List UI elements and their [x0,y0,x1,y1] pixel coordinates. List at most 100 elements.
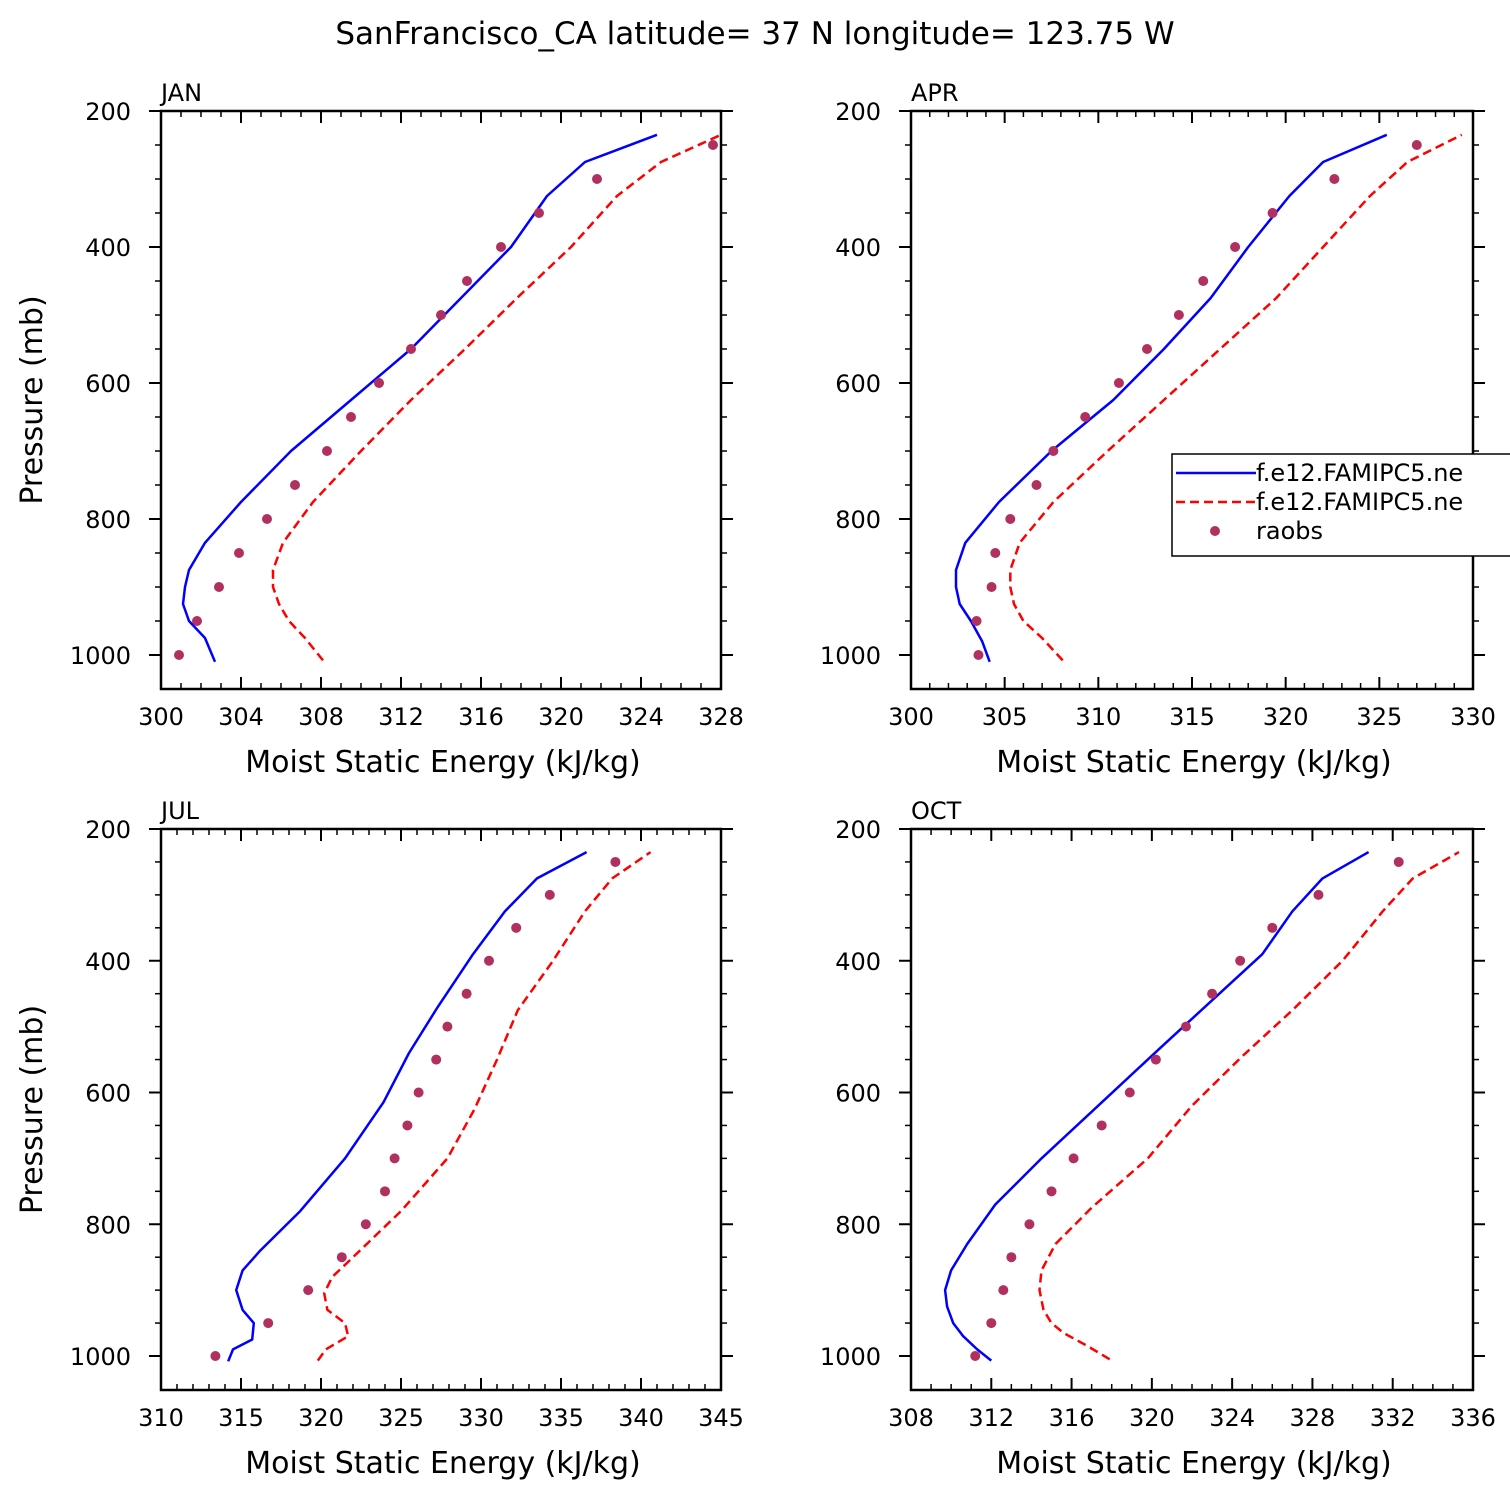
x-axis-title: Moist Static Energy (kJ/kg) [996,1446,1392,1481]
raobs-point [496,242,506,252]
y-tick-label: 200 [835,98,881,126]
raobs-point [389,1153,400,1164]
plot-frame [909,109,1475,691]
series-line-dashed [316,851,652,1362]
y-axis-title: Pressure (mb) [15,295,50,504]
y-tick-label: 1000 [70,642,131,670]
raobs-point [1411,140,1422,150]
y-tick-label: 1000 [70,1343,131,1371]
y-tick-label: 600 [85,1080,131,1108]
y-tick-label: 600 [85,370,131,398]
raobs-point [346,412,356,422]
raobs-point [431,1054,442,1065]
x-tick-label: 324 [1209,1404,1255,1432]
raobs-point [1068,1153,1079,1164]
panel-label: JUL [159,797,200,825]
panel-apr: APR 300 305 310 315 320 325 330 200 400 600 800 1000… [820,79,1510,780]
raobs-point [1031,480,1042,490]
raobs-point [290,480,300,490]
plot-frame [159,827,723,1392]
x-tick-label: 315 [218,1404,264,1432]
series-line-solid [227,850,588,1362]
data-layer [174,133,721,663]
x-tick-label: 316 [1049,1404,1095,1432]
raobs-point [544,889,555,900]
raobs-point [1267,922,1278,933]
raobs-point [1046,1186,1057,1197]
raobs-point [1207,988,1218,999]
raobs-point [971,616,982,626]
raobs-point [1235,955,1246,966]
data-layer [210,850,652,1362]
y-tick-label: 400 [835,234,881,262]
raobs-point [336,1252,347,1263]
raobs-point [1113,378,1124,388]
x-tick-label: 310 [1075,703,1121,731]
series-line-solid [954,133,1388,663]
raobs-point [1005,514,1016,524]
raobs-point [436,310,446,320]
legend-label: raobs [1256,517,1323,545]
y-tick-label: 600 [835,370,881,398]
x-tick-label: 336 [1450,1404,1496,1432]
raobs-point [380,1186,390,1197]
y-tick-label: 600 [835,1080,881,1108]
x-tick-label: 332 [1370,1404,1416,1432]
x-tick-label: 335 [538,1404,584,1432]
x-tick-label: 320 [1263,703,1309,731]
y-tick-label: 200 [835,816,881,844]
y-tick-label: 800 [835,506,881,534]
raobs-point [462,276,472,286]
series-line-solid [943,851,1370,1362]
panel-jul: JUL 310 315 320 325 330 335 340 345 200 400 600 800 1… [15,797,744,1481]
legend-box [1171,453,1510,557]
y-tick-label: 800 [85,1211,131,1239]
y-tick-label: 400 [835,948,881,976]
series-line-dashed [1009,133,1463,662]
legend-label: f.e12.FAMIPC5.ne [1256,488,1463,516]
raobs-point [1313,889,1324,900]
x-axis-title: Moist Static Energy (kJ/kg) [245,1446,641,1481]
raobs-point [174,650,184,660]
x-tick-label: 324 [618,703,664,731]
raobs-point [413,1087,424,1098]
raobs-point [1096,1120,1107,1131]
raobs-point [998,1285,1009,1296]
y-axis-title: Pressure (mb) [15,1005,50,1214]
x-tick-label: 300 [138,703,184,731]
x-tick-label: 328 [698,703,744,731]
raobs-point [1329,174,1340,184]
x-tick-label: 308 [888,1404,934,1432]
raobs-point [484,955,494,966]
raobs-point [210,1351,221,1361]
raobs-point [1150,1054,1161,1065]
x-tick-label: 325 [1356,703,1402,731]
panel-oct: OCT 308 312 316 320 324 328 332 336 200 400 600 800 1… [820,797,1496,1481]
raobs-point [192,616,202,626]
data-layer [943,851,1460,1362]
plot-frame [909,827,1475,1392]
x-tick-label: 345 [698,1404,744,1432]
x-axis-title: Moist Static Energy (kJ/kg) [996,745,1392,780]
x-tick-label: 310 [138,1404,184,1432]
raobs-point [1230,242,1241,252]
y-tick-label: 400 [85,234,131,262]
x-tick-label: 340 [618,1404,664,1432]
raobs-point [234,548,244,558]
x-tick-label: 312 [378,703,424,731]
panels: JAN 300 304 308 312 316 320 324 328 200 400 600 800 1… [15,79,1510,1481]
raobs-point [990,548,1001,558]
raobs-point [442,1021,453,1032]
panel-label: OCT [911,797,962,825]
raobs-point [303,1285,314,1296]
x-tick-label: 312 [968,1404,1014,1432]
x-tick-label: 316 [458,703,504,731]
x-tick-label: 320 [1129,1404,1175,1432]
raobs-point [402,1120,413,1131]
raobs-point [214,582,224,592]
raobs-point [973,650,984,660]
raobs-point [511,922,522,933]
raobs-point [1267,208,1278,218]
y-tick-label: 800 [835,1211,881,1239]
